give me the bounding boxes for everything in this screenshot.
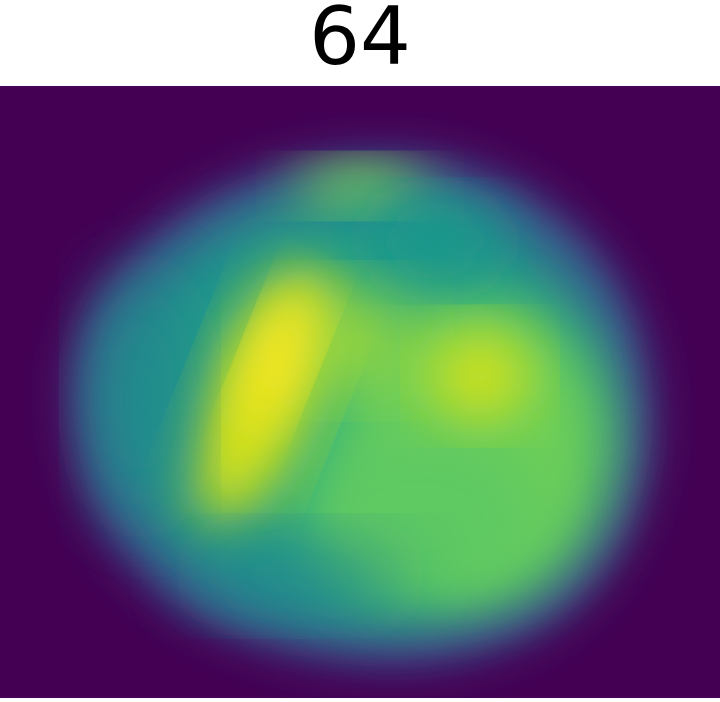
figure-title: 64 bbox=[309, 0, 411, 83]
lower-shade bbox=[190, 541, 410, 611]
ridge-extension bbox=[300, 296, 410, 386]
teal-spot bbox=[370, 201, 500, 281]
top-highlight bbox=[295, 164, 425, 208]
left-shade bbox=[95, 276, 185, 516]
heatmap-image bbox=[0, 86, 720, 698]
ridge-peak bbox=[244, 290, 316, 422]
right-peak bbox=[430, 331, 530, 421]
